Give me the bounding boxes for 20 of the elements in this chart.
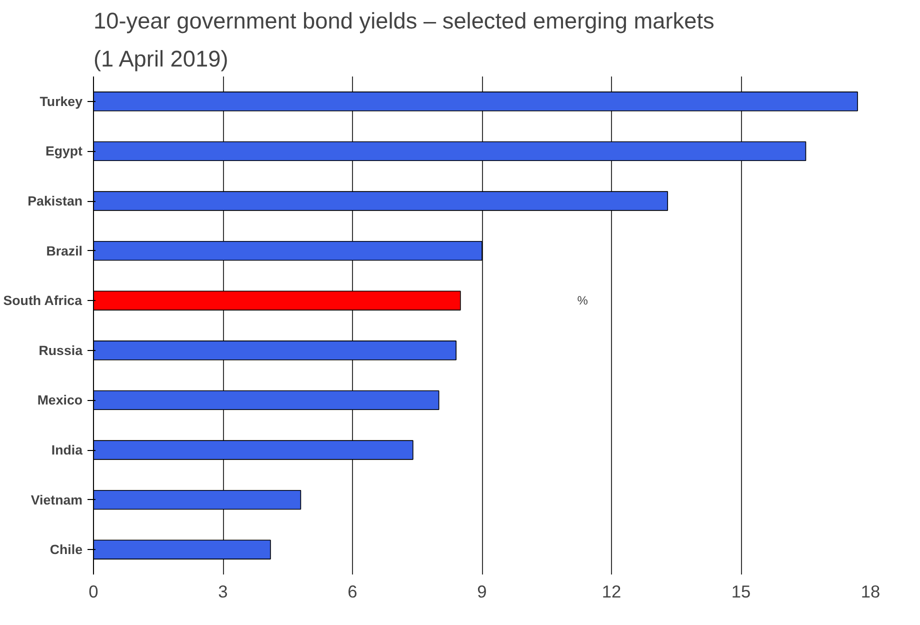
y-tick-label: Mexico <box>37 392 83 408</box>
y-tick-label: South Africa <box>3 293 83 308</box>
y-tick-label: Russia <box>38 342 84 358</box>
chart-title: 10-year government bond yields – selected emerging markets <box>94 8 714 34</box>
y-tick-label: India <box>51 442 84 458</box>
y-tick-label: Chile <box>50 542 83 558</box>
y-tick-label: Egypt <box>45 144 84 159</box>
x-tick-label: 18 <box>860 582 880 602</box>
y-tick-label: Pakistan <box>28 194 83 208</box>
x-tick-label: 6 <box>348 582 358 602</box>
chart-subtitle: (1 April 2019) <box>94 46 228 72</box>
annotation: % <box>577 294 588 308</box>
y-tick-label: Vietnam <box>30 492 83 508</box>
x-tick-label: 3 <box>218 582 228 602</box>
y-tick-label: Brazil <box>46 243 82 258</box>
y-tick-label: Turkey <box>40 94 84 109</box>
x-tick-label: 9 <box>477 582 487 602</box>
x-tick-label: 15 <box>731 582 751 602</box>
x-tick-label: 12 <box>602 582 622 602</box>
x-tick-label: 0 <box>88 582 98 602</box>
